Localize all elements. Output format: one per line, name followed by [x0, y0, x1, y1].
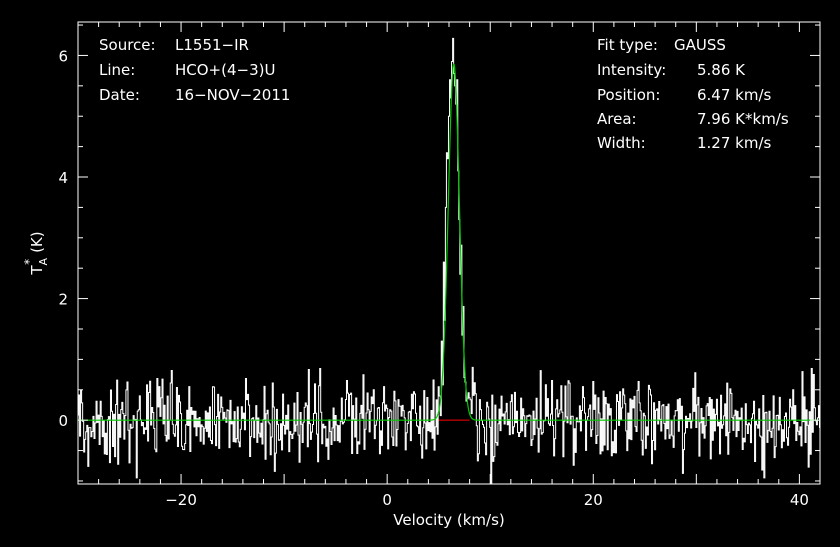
gaussian-fit-line: [78, 63, 820, 421]
fit-type-value: GAUSS: [674, 36, 726, 54]
y-axis-title-text: TA* (K): [22, 231, 50, 275]
y-tick-label: 6: [58, 47, 68, 65]
y-tick-label: 4: [58, 169, 68, 187]
y-tick-label: 2: [58, 291, 68, 309]
spectrum-line: [78, 37, 820, 485]
position-value: 6.47 km/s: [697, 86, 772, 104]
position-label: Position:: [597, 86, 660, 104]
date-value: 16−NOV−2011: [175, 86, 290, 104]
x-tick-label: 40: [790, 491, 809, 509]
area-label: Area:: [597, 110, 637, 128]
y-axis-title-subscript: A: [37, 257, 50, 265]
data-layer: [78, 37, 820, 485]
x-tick-label: −20: [165, 491, 197, 509]
x-tick-label: 20: [584, 491, 603, 509]
intensity-label: Intensity:: [597, 61, 666, 79]
line-value: HCO+(4−3)U: [175, 61, 275, 79]
y-axis-title: TA* (K): [22, 231, 50, 275]
header-info-right: Fit type: GAUSS Intensity: 5.86 K Positi…: [597, 36, 789, 152]
x-tick-label: 0: [382, 491, 392, 509]
header-info-left: Source: L1551−IR Line: HCO+(4−3)U Date: …: [99, 36, 290, 104]
source-value: L1551−IR: [175, 36, 249, 54]
line-label: Line:: [99, 61, 135, 79]
y-axis-title-main: T: [28, 265, 46, 276]
y-axis-title-unit: (K): [28, 231, 46, 253]
axis-ticks: [77, 22, 821, 484]
y-tick-label: 0: [58, 412, 68, 430]
width-value: 1.27 km/s: [697, 134, 772, 152]
y-axis-title-superscript: *: [22, 259, 36, 265]
source-label: Source:: [99, 36, 156, 54]
date-label: Date:: [99, 86, 140, 104]
intensity-value: 5.86 K: [697, 61, 746, 79]
x-axis-title: Velocity (km/s): [393, 511, 504, 529]
axis-tick-labels: −20 0 20 40 0 2 4 6: [58, 47, 808, 509]
width-label: Width:: [597, 134, 646, 152]
fit-type-label: Fit type:: [597, 36, 658, 54]
area-value: 7.96 K*km/s: [697, 110, 789, 128]
